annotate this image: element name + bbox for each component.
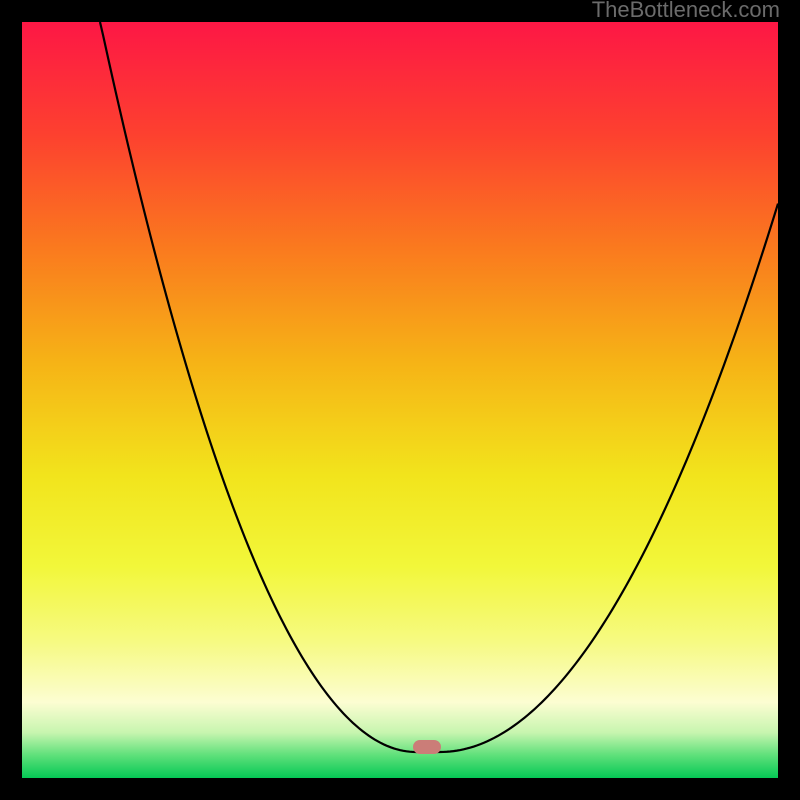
watermark-label: TheBottleneck.com — [592, 0, 780, 22]
plot-area — [22, 22, 778, 778]
bottleneck-chart: TheBottleneck.com — [0, 0, 800, 800]
optimal-marker — [413, 740, 441, 754]
chart-container: TheBottleneck.com — [0, 0, 800, 800]
